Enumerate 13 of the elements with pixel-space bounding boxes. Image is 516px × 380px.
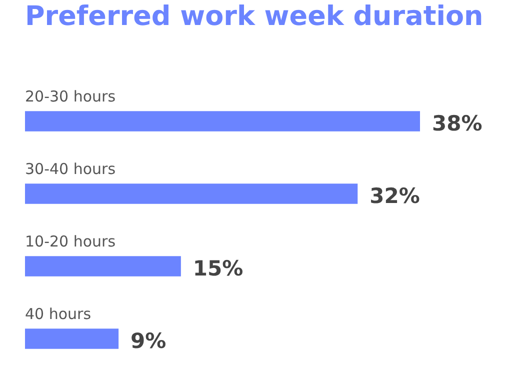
data-label: 9% [130,328,166,353]
data-label: 15% [192,256,244,280]
data-label: 38% [432,111,482,136]
bar [25,328,119,349]
bar [25,111,420,132]
y-tick-label: 10-20 hours [25,232,116,250]
bar [25,184,358,204]
y-tick-label: 20-30 hours [25,87,116,106]
bar [25,256,181,276]
y-tick-label: 40 hours [25,304,92,323]
chart-title: Preferred work week duration [25,1,484,32]
data-label: 32% [370,184,420,208]
y-tick-label: 30-40 hours [25,160,116,178]
